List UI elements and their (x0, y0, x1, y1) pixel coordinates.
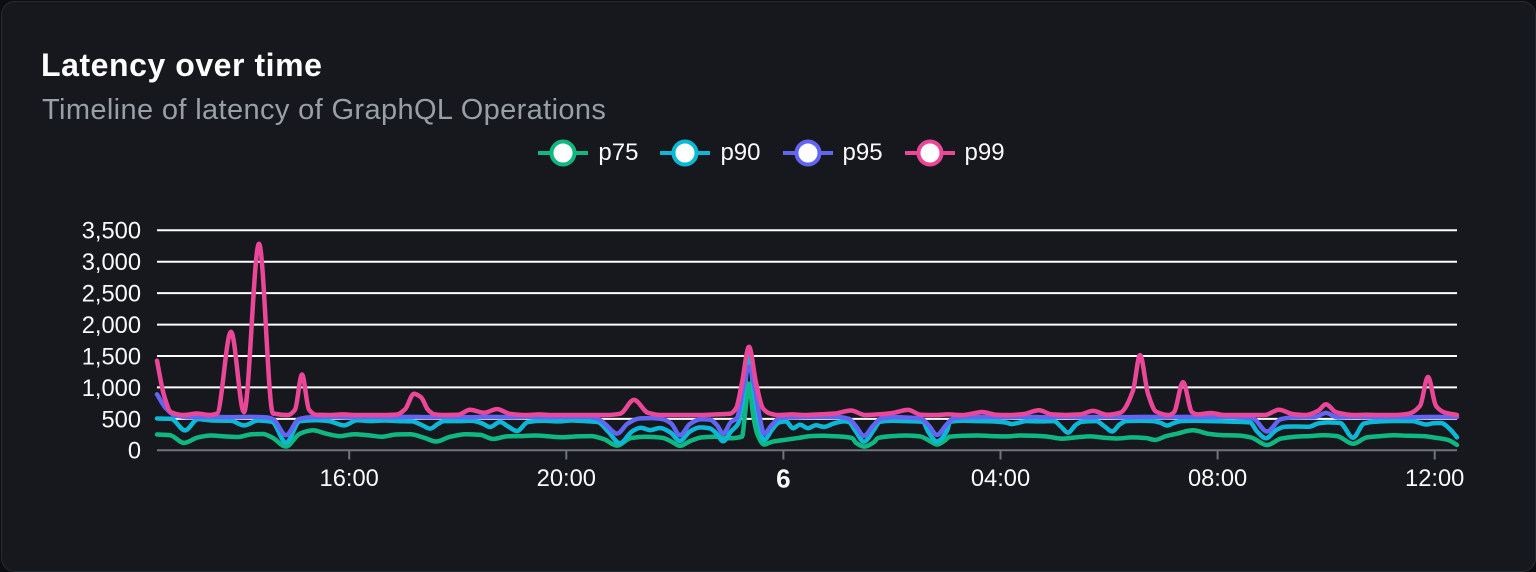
svg-text:3,500: 3,500 (82, 219, 141, 245)
svg-text:2,500: 2,500 (82, 282, 141, 308)
svg-text:12:00: 12:00 (1405, 466, 1464, 492)
svg-text:1,500: 1,500 (82, 344, 141, 370)
svg-text:20:00: 20:00 (537, 466, 596, 492)
svg-text:2,000: 2,000 (82, 313, 141, 339)
svg-text:16:00: 16:00 (320, 466, 379, 492)
svg-text:500: 500 (101, 407, 141, 433)
svg-text:3,000: 3,000 (82, 250, 141, 276)
svg-text:08:00: 08:00 (1188, 466, 1247, 492)
svg-text:1,000: 1,000 (82, 376, 141, 402)
svg-text:0: 0 (128, 439, 141, 465)
svg-text:04:00: 04:00 (971, 466, 1030, 492)
svg-text:6: 6 (776, 464, 790, 494)
